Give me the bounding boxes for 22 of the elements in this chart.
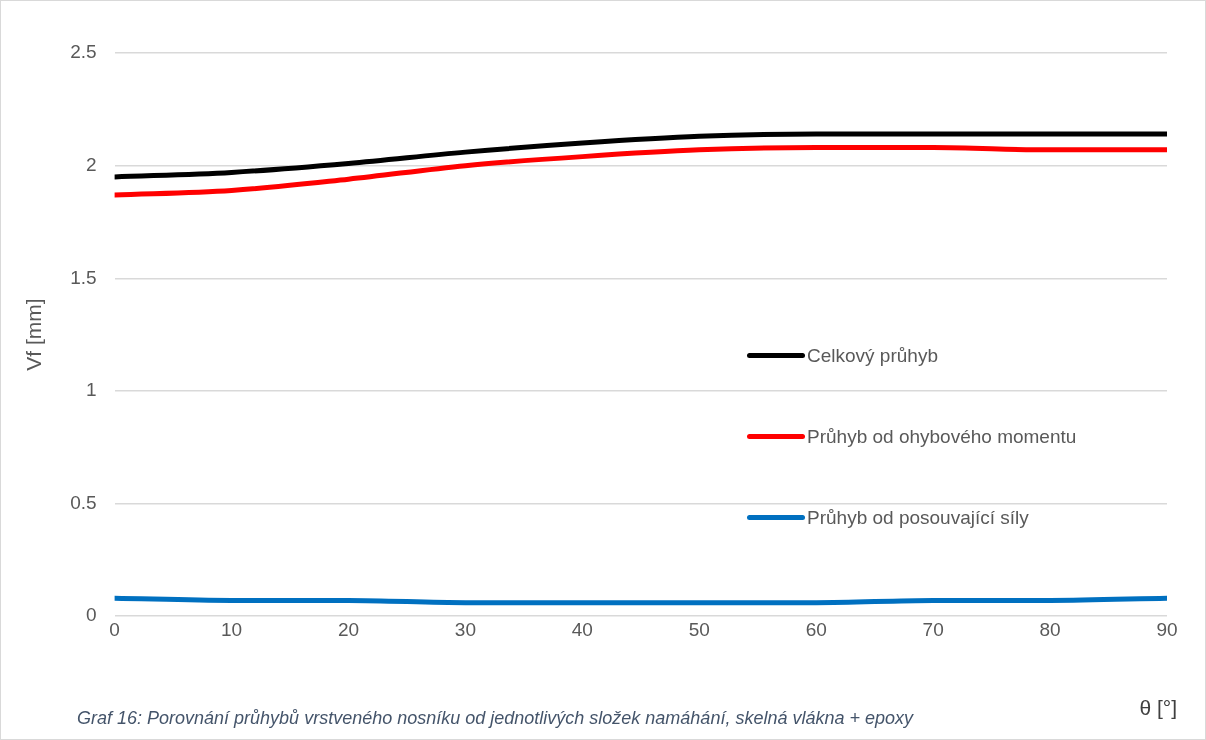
x-axis-title: θ [°]: [1139, 696, 1177, 720]
y-tick-label: 1: [86, 379, 97, 401]
x-tick-label: 30: [454, 618, 476, 640]
legend-label: Průhyb od ohybového momentu: [807, 425, 1077, 448]
legend-label: Celkový průhyb: [807, 344, 938, 367]
text: Graf 16: Porovnání průhybů vrstveného nosníku od jednotlivých složek namáhání, skelná vlákna + epoxy: [77, 708, 913, 729]
x-tick-label: 20: [337, 618, 360, 640]
y-tick-label: 0.5: [70, 491, 97, 513]
y-tick-label: 0: [86, 604, 97, 626]
y-axis-title: Vf [mm]: [22, 298, 46, 371]
y-tick-label: 2: [86, 153, 97, 175]
x-tick-label: 80: [1039, 618, 1061, 640]
x-tick-label: 0: [109, 618, 120, 640]
x-tick-label: 50: [688, 618, 710, 640]
x-tick-label: 70: [922, 618, 944, 640]
x-tick-label: 10: [220, 618, 243, 640]
x-tick-label: 40: [571, 618, 593, 640]
x-tick-label: 90: [1156, 618, 1178, 640]
legend-label: Průhyb od posouvající síly: [807, 506, 1029, 529]
x-tick-label: 60: [805, 618, 827, 640]
y-tick-label: 1.5: [70, 266, 97, 288]
y-tick-label: 2.5: [70, 41, 97, 63]
